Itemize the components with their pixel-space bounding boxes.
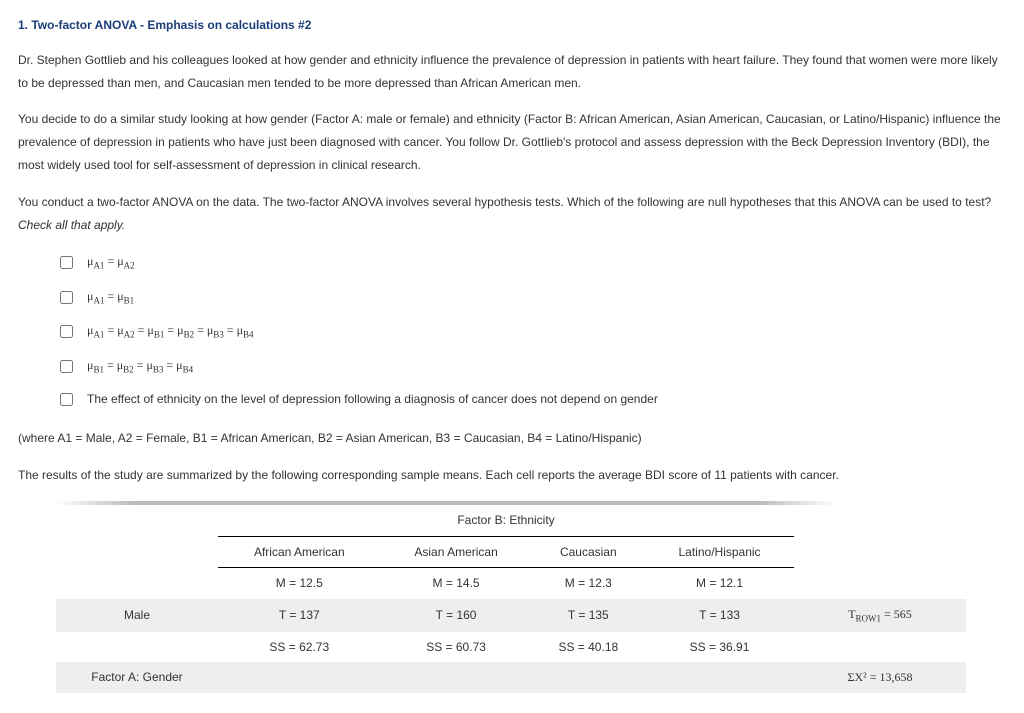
col-african-american: African American	[218, 536, 381, 568]
option-3: μA1 = μA2 = μB1 = μB2 = μB3 = μB4	[56, 319, 1006, 343]
option-5-label: The effect of ethnicity on the level of …	[87, 388, 658, 411]
cell-m-1: M = 12.5	[218, 568, 381, 599]
sum-x2-value: ΣX² = 13,658	[794, 662, 966, 693]
cell-ss-1: SS = 62.73	[218, 632, 381, 663]
paragraph-3: You conduct a two-factor ANOVA on the da…	[18, 191, 1006, 237]
col-latino-hispanic: Latino/Hispanic	[645, 536, 794, 568]
cell-ss-4: SS = 36.91	[645, 632, 794, 663]
factor-b-header: Factor B: Ethnicity	[218, 505, 794, 536]
cell-t-3: T = 135	[532, 599, 646, 631]
option-5: The effect of ethnicity on the level of …	[56, 388, 1006, 411]
option-5-checkbox[interactable]	[60, 393, 73, 406]
cell-t-1: T = 137	[218, 599, 381, 631]
cell-t-2: T = 160	[381, 599, 532, 631]
question-title: 1. Two-factor ANOVA - Emphasis on calcul…	[18, 14, 1006, 37]
prompt-text: You conduct a two-factor ANOVA on the da…	[18, 195, 991, 209]
option-4-checkbox[interactable]	[60, 360, 73, 373]
option-4-label: μB1 = μB2 = μB3 = μB4	[87, 354, 193, 378]
prompt-instruction: Check all that apply.	[18, 218, 125, 232]
option-2: μA1 = μB1	[56, 285, 1006, 309]
col-caucasian: Caucasian	[532, 536, 646, 568]
results-intro: The results of the study are summarized …	[18, 464, 1006, 487]
cell-m-3: M = 12.3	[532, 568, 646, 599]
option-2-checkbox[interactable]	[60, 291, 73, 304]
results-table-wrap: Factor B: Ethnicity African American Asi…	[18, 501, 1006, 693]
option-1-checkbox[interactable]	[60, 256, 73, 269]
anova-table: Factor B: Ethnicity African American Asi…	[56, 505, 966, 693]
option-2-label: μA1 = μB1	[87, 285, 134, 309]
cell-m-2: M = 14.5	[381, 568, 532, 599]
paragraph-1: Dr. Stephen Gottlieb and his colleagues …	[18, 49, 1006, 95]
option-3-checkbox[interactable]	[60, 325, 73, 338]
cell-ss-3: SS = 40.18	[532, 632, 646, 663]
option-1: μA1 = μA2	[56, 250, 1006, 274]
row-male-label: Male	[56, 599, 218, 631]
trow1-value: TROW1 = 565	[794, 599, 966, 631]
factor-a-label: Factor A: Gender	[56, 662, 218, 693]
options-group: μA1 = μA2 μA1 = μB1 μA1 = μA2 = μB1 = μB…	[18, 250, 1006, 411]
option-3-label: μA1 = μA2 = μB1 = μB2 = μB3 = μB4	[87, 319, 254, 343]
option-4: μB1 = μB2 = μB3 = μB4	[56, 354, 1006, 378]
legend-text: (where A1 = Male, A2 = Female, B1 = Afri…	[18, 427, 1006, 450]
col-asian-american: Asian American	[381, 536, 532, 568]
paragraph-2: You decide to do a similar study looking…	[18, 108, 1006, 176]
cell-t-4: T = 133	[645, 599, 794, 631]
option-1-label: μA1 = μA2	[87, 250, 135, 274]
cell-m-4: M = 12.1	[645, 568, 794, 599]
cell-ss-2: SS = 60.73	[381, 632, 532, 663]
